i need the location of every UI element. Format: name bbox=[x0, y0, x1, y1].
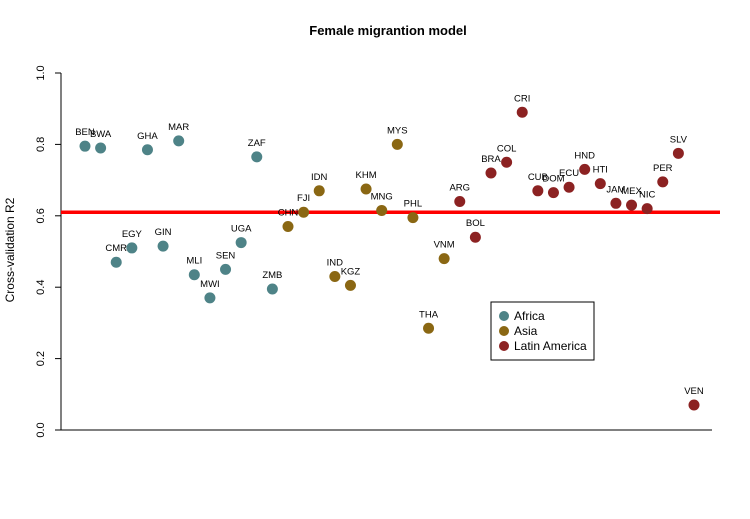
data-point bbox=[626, 199, 638, 211]
data-point bbox=[157, 240, 169, 252]
legend-label: Africa bbox=[514, 309, 545, 323]
data-point bbox=[173, 135, 185, 147]
data-point-label: UGA bbox=[231, 224, 252, 235]
data-point-label: CHN bbox=[278, 208, 299, 219]
data-point-label: PER bbox=[653, 163, 673, 174]
data-point-label: MEX bbox=[621, 186, 642, 197]
data-point-label: DOM bbox=[542, 174, 564, 185]
data-point bbox=[204, 292, 216, 304]
data-point bbox=[454, 196, 466, 208]
data-point bbox=[251, 151, 263, 163]
data-point-label: MWI bbox=[200, 279, 220, 290]
data-point bbox=[672, 147, 684, 159]
data-point-label: SEN bbox=[216, 250, 236, 261]
data-point bbox=[376, 204, 388, 216]
data-point-label: BRA bbox=[481, 154, 501, 165]
legend-label: Latin America bbox=[514, 339, 587, 353]
legend-label: Asia bbox=[514, 324, 538, 338]
data-point-label: GIN bbox=[155, 227, 172, 238]
data-point-label: MLI bbox=[186, 256, 202, 267]
data-point bbox=[438, 253, 450, 265]
data-point bbox=[329, 270, 341, 282]
data-point-label: SLV bbox=[670, 134, 688, 145]
data-point-label: BOL bbox=[466, 218, 485, 229]
data-point bbox=[188, 269, 200, 281]
data-point-label: GHA bbox=[137, 131, 158, 142]
data-point bbox=[485, 167, 497, 179]
data-point bbox=[423, 322, 435, 334]
data-point-label: ZMB bbox=[262, 270, 282, 281]
data-point-label: IDN bbox=[311, 172, 328, 183]
legend-marker bbox=[499, 326, 509, 336]
data-point-label: CRI bbox=[514, 93, 530, 104]
data-point-label: VEN bbox=[684, 386, 704, 397]
data-point bbox=[657, 176, 669, 188]
data-point-label: CUB bbox=[528, 172, 548, 183]
legend-marker bbox=[499, 311, 509, 321]
data-point-label: NIC bbox=[639, 190, 656, 201]
data-point bbox=[110, 256, 122, 268]
data-point bbox=[579, 163, 591, 175]
data-point-label: FJI bbox=[297, 193, 310, 204]
data-point-label: MYS bbox=[387, 125, 408, 136]
y-tick-label: 0.0 bbox=[35, 422, 47, 437]
data-point-label: HND bbox=[574, 150, 595, 161]
data-point bbox=[501, 156, 513, 168]
data-point bbox=[360, 183, 372, 195]
y-tick-label: 0.6 bbox=[35, 208, 47, 223]
data-point-label: COL bbox=[497, 143, 517, 154]
data-point-label: HTI bbox=[593, 165, 608, 176]
y-tick-label: 0.4 bbox=[35, 280, 47, 295]
data-point bbox=[282, 221, 294, 233]
data-point bbox=[547, 187, 559, 199]
data-point-label: IND bbox=[327, 257, 344, 268]
data-point-label: BEN bbox=[75, 127, 95, 138]
data-point bbox=[266, 283, 278, 295]
y-tick-label: 0.2 bbox=[35, 351, 47, 366]
y-tick-label: 0.8 bbox=[35, 137, 47, 152]
data-point bbox=[516, 106, 528, 118]
data-point bbox=[126, 242, 138, 254]
data-point bbox=[610, 197, 622, 209]
data-point-label: KHM bbox=[356, 170, 377, 181]
data-point-label: ZAF bbox=[248, 138, 266, 149]
data-point bbox=[220, 263, 232, 275]
data-point-label: ARG bbox=[449, 183, 470, 194]
data-point-label: EGY bbox=[122, 229, 143, 240]
data-point bbox=[95, 142, 107, 154]
data-point bbox=[532, 185, 544, 197]
data-point-label: JAM bbox=[606, 184, 625, 195]
chart-title: Female migrantion model bbox=[309, 23, 466, 38]
data-point-label: MAR bbox=[168, 122, 189, 133]
data-point-label: KGZ bbox=[341, 266, 361, 277]
data-point-label: BWA bbox=[90, 129, 112, 140]
y-tick-label: 1.0 bbox=[35, 65, 47, 80]
data-point bbox=[688, 399, 700, 411]
data-point bbox=[407, 212, 419, 224]
data-point-label: VNM bbox=[434, 240, 455, 251]
data-point bbox=[391, 138, 403, 150]
data-point bbox=[313, 185, 325, 197]
y-axis-ticks: 0.0 0.2 0.4 0.6 0.8 1.0 bbox=[35, 65, 61, 438]
data-point bbox=[641, 203, 653, 215]
data-point bbox=[344, 279, 356, 291]
data-point bbox=[563, 181, 575, 193]
data-point-label: THA bbox=[419, 309, 439, 320]
data-point bbox=[469, 231, 481, 243]
data-point-label: PHL bbox=[404, 199, 422, 210]
y-axis-label: Cross-validation R2 bbox=[3, 197, 17, 302]
data-point bbox=[79, 140, 91, 152]
legend-marker bbox=[499, 341, 509, 351]
data-point-label: MNG bbox=[371, 191, 393, 202]
data-point bbox=[141, 144, 153, 156]
data-point-label: CMR bbox=[105, 243, 127, 254]
data-point-label: ECU bbox=[559, 168, 579, 179]
data-point bbox=[298, 206, 310, 218]
data-point bbox=[235, 237, 247, 249]
data-point bbox=[594, 178, 606, 190]
